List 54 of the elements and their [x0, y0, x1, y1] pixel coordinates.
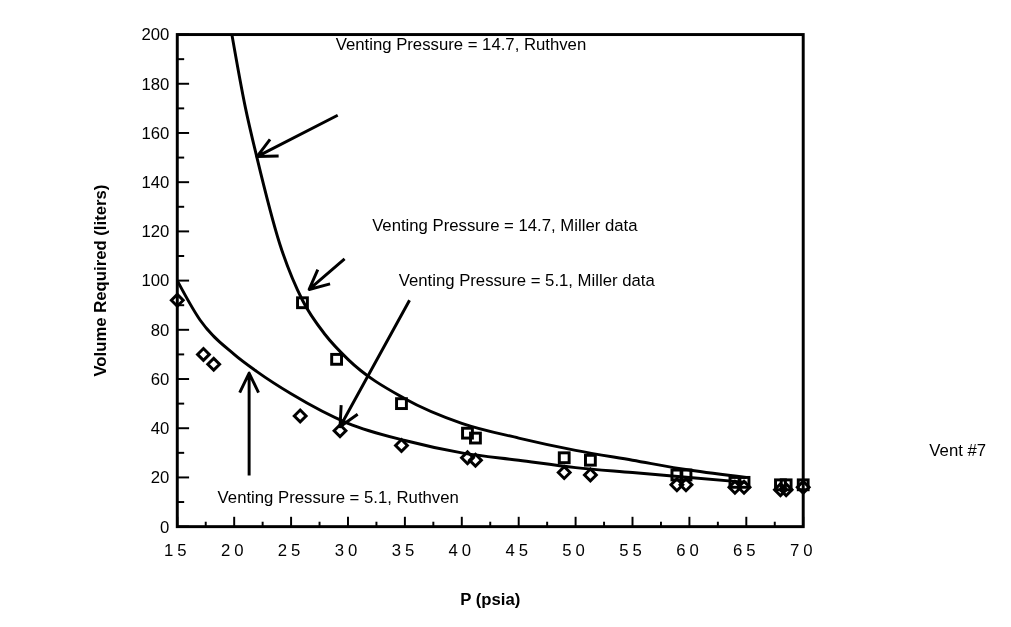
- x-tick-label: 60: [676, 541, 703, 561]
- point: [330, 352, 344, 366]
- point: [332, 423, 348, 439]
- x-axis-title: P (psia): [460, 590, 521, 610]
- point: [296, 296, 309, 310]
- x-tick-label: 15: [164, 541, 191, 561]
- point: [778, 482, 794, 498]
- y-tick-label: 0: [160, 517, 170, 537]
- y-tick-label: 80: [150, 320, 170, 340]
- annotation: Venting Pressure = 14.7, Miller data: [372, 216, 639, 236]
- y-tick-label: 100: [141, 271, 170, 291]
- point: [292, 408, 308, 424]
- point: [678, 477, 694, 493]
- point: [169, 292, 185, 308]
- annotation: Venting Pressure = 5.1, Miller data: [398, 271, 656, 291]
- x-tick-label: 30: [334, 541, 362, 561]
- annotation: Venting Pressure = 5.1, Ruthven: [217, 488, 459, 508]
- point: [196, 347, 211, 362]
- point: [556, 465, 572, 480]
- x-tick-label: 20: [220, 541, 248, 561]
- x-tick-label: 65: [733, 541, 760, 561]
- y-tick-label: 20: [150, 468, 170, 488]
- point: [469, 431, 482, 445]
- y-tick-label: 200: [141, 25, 170, 45]
- y-tick-label: 40: [150, 419, 170, 439]
- point: [779, 478, 793, 492]
- point: [206, 356, 222, 372]
- point: [395, 397, 408, 411]
- y-axis-title: Volume Required (liters): [91, 184, 111, 377]
- point: [557, 451, 571, 465]
- y-tick-label: 180: [141, 74, 170, 94]
- x-tick-label: 50: [562, 541, 589, 561]
- y-tick-label: 60: [150, 369, 170, 389]
- point: [583, 467, 598, 483]
- x-tick-label: 70: [789, 541, 817, 561]
- point: [460, 450, 475, 466]
- point: [669, 477, 685, 493]
- annotation: Venting Pressure = 14.7, Ruthven: [335, 35, 587, 55]
- point: [394, 438, 409, 453]
- y-tick-label: 140: [141, 173, 170, 193]
- point: [468, 452, 483, 468]
- y-tick-label: 120: [141, 222, 170, 242]
- x-tick-label: 40: [448, 541, 476, 561]
- point: [736, 479, 752, 495]
- text: Vent #7: [929, 440, 987, 460]
- y-tick-label: 160: [141, 123, 170, 143]
- point: [773, 482, 788, 498]
- x-tick-label: 25: [277, 541, 305, 561]
- point: [461, 426, 474, 440]
- point: [727, 479, 743, 495]
- x-tick-label: 35: [391, 541, 419, 561]
- x-tick-label: 55: [619, 541, 646, 561]
- x-tick-label: 45: [505, 541, 532, 561]
- point: [583, 453, 597, 467]
